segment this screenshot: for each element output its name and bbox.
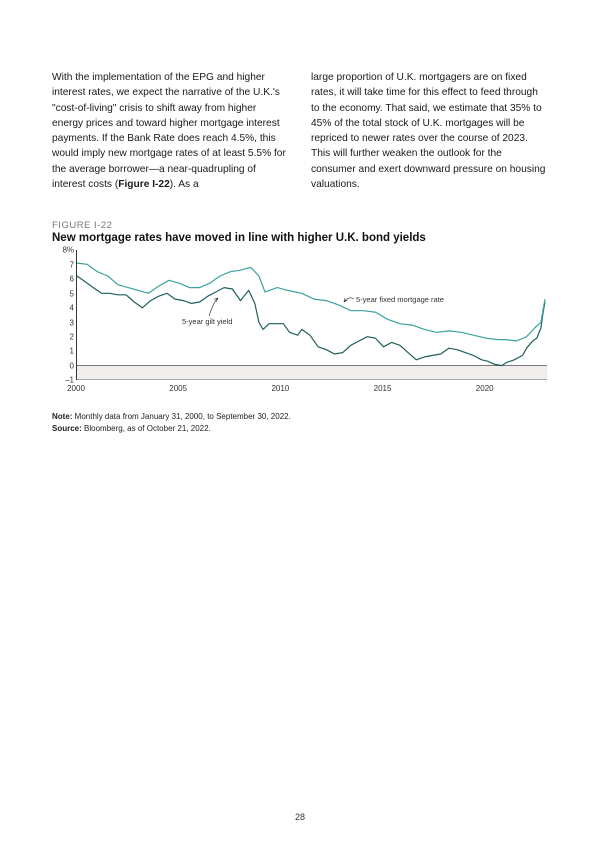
figure-label: FIGURE I-22	[52, 220, 548, 231]
source-prefix: Source:	[52, 424, 82, 433]
page-number: 28	[0, 812, 600, 822]
annotation-gilt: 5-year gilt yield	[182, 317, 232, 326]
annotation-mortgage: 5-year fixed mortgage rate	[356, 295, 444, 304]
col-left-tail: ). As a	[170, 179, 199, 190]
figure-ref: Figure I-22	[118, 179, 170, 190]
source-text: Bloomberg, as of October 21, 2022.	[82, 424, 211, 433]
column-left: With the implementation of the EPG and h…	[52, 70, 289, 192]
column-right: large proportion of U.K. mortgagers are …	[311, 70, 548, 192]
figure-title: New mortgage rates have moved in line wi…	[52, 232, 548, 244]
line-chart: –1012345678% 5-year gilt yield 5-year fi…	[52, 250, 548, 405]
y-axis-labels: –1012345678%	[52, 250, 76, 380]
col-left-text: With the implementation of the EPG and h…	[52, 72, 286, 190]
plot-area: 5-year gilt yield 5-year fixed mortgage …	[76, 250, 546, 380]
figure-note: Note: Monthly data from January 31, 2000…	[52, 411, 548, 435]
body-columns: With the implementation of the EPG and h…	[52, 70, 548, 192]
col-right-text: large proportion of U.K. mortgagers are …	[311, 72, 545, 190]
chart-svg	[77, 250, 547, 380]
note-text: Monthly data from January 31, 2000, to S…	[72, 412, 290, 421]
page-root: With the implementation of the EPG and h…	[0, 0, 600, 435]
note-prefix: Note:	[52, 412, 72, 421]
